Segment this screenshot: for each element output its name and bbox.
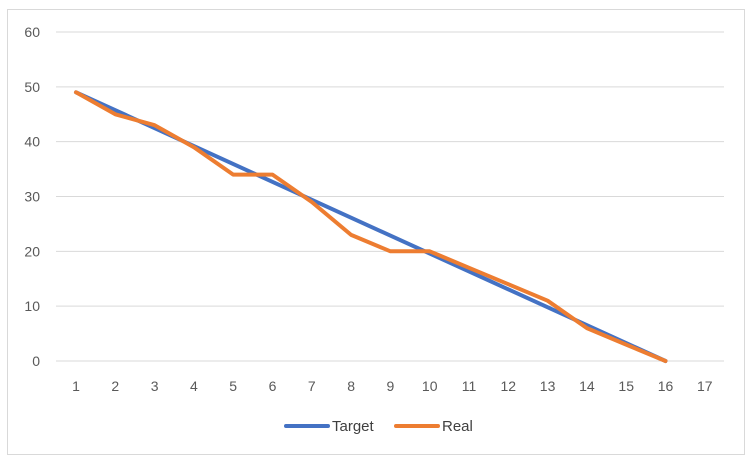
x-tick-label-11: 11	[462, 378, 477, 394]
x-tick-label-17: 17	[697, 378, 713, 394]
x-tick-label-7: 7	[308, 378, 316, 394]
x-tick-label-16: 16	[658, 378, 674, 394]
x-tick-label-9: 9	[387, 378, 395, 394]
x-tick-label-2: 2	[111, 378, 119, 394]
y-tick-label-20: 20	[24, 243, 40, 259]
y-tick-label-50: 50	[24, 79, 40, 95]
x-tick-label-8: 8	[347, 378, 355, 394]
x-tick-label-6: 6	[269, 378, 277, 394]
legend-label-target: Target	[332, 418, 375, 435]
x-tick-label-1: 1	[72, 378, 80, 394]
legend-label-real: Real	[442, 418, 473, 435]
x-tick-label-10: 10	[422, 378, 438, 394]
x-tick-label-12: 12	[501, 378, 517, 394]
x-tick-label-4: 4	[190, 378, 198, 394]
y-tick-label-40: 40	[24, 134, 40, 150]
x-tick-label-13: 13	[540, 378, 556, 394]
x-tick-label-14: 14	[579, 378, 595, 394]
y-tick-label-30: 30	[24, 189, 40, 205]
x-tick-label-15: 15	[618, 378, 634, 394]
y-tick-label-0: 0	[32, 353, 40, 369]
y-tick-label-60: 60	[24, 24, 40, 40]
y-tick-label-10: 10	[24, 298, 40, 314]
x-tick-label-3: 3	[151, 378, 159, 394]
x-tick-label-5: 5	[229, 378, 237, 394]
